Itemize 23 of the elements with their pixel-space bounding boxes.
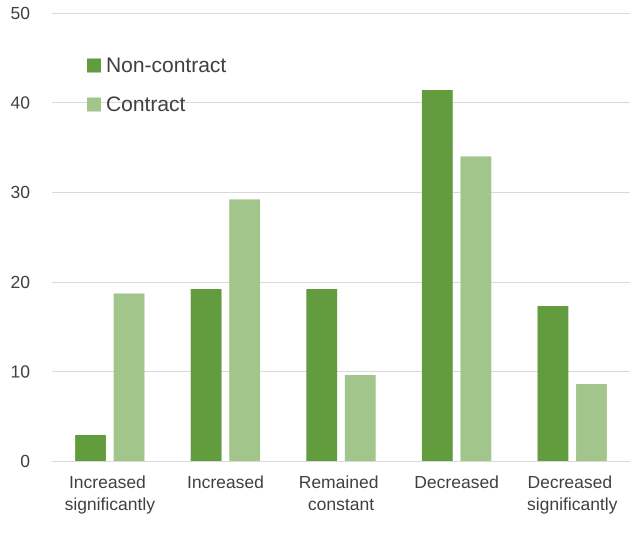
bar bbox=[576, 384, 607, 461]
x-tick-label: Decreased bbox=[414, 472, 499, 492]
legend-label: Non-contract bbox=[106, 54, 226, 77]
y-tick-label: 40 bbox=[10, 92, 30, 113]
y-tick-label: 10 bbox=[10, 361, 30, 382]
y-tick-label: 0 bbox=[20, 451, 30, 471]
bar bbox=[460, 156, 492, 461]
x-tick-label: Increased significantly bbox=[64, 472, 156, 514]
y-tick-label: 30 bbox=[10, 182, 30, 202]
bar bbox=[538, 306, 568, 461]
bar bbox=[422, 90, 453, 461]
bar bbox=[190, 288, 222, 461]
x-tick-label: Increased bbox=[186, 472, 264, 492]
y-tick-label: 20 bbox=[10, 272, 30, 292]
bar bbox=[75, 435, 106, 461]
bar bbox=[229, 199, 260, 461]
bar bbox=[306, 288, 338, 461]
x-tick-label: Decreased significantly bbox=[526, 472, 618, 514]
bar bbox=[114, 293, 144, 461]
y-tick-label: 50 bbox=[10, 3, 30, 23]
bar bbox=[344, 374, 376, 461]
legend-label: Contract bbox=[106, 93, 186, 116]
x-tick-label: Remained constant bbox=[298, 472, 384, 514]
